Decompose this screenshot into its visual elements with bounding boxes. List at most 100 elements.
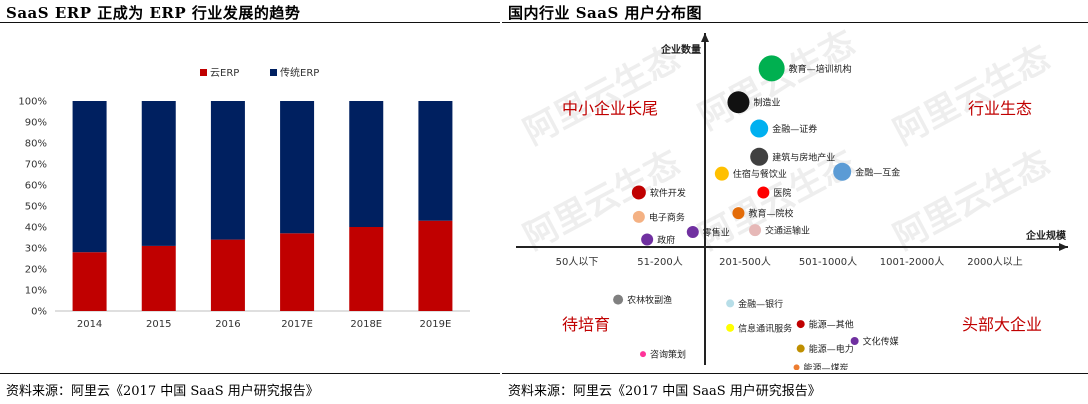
- data-point: [796, 344, 805, 353]
- stacked-bar-chart: 云ERP 传统ERP 0% 10% 20% 30% 40% 50% 60% 70% 80% 90% 10…: [18, 66, 470, 330]
- right-panel: 国内行业 SaaS 用户分布图 阿里云生态 阿里云生态 阿里云生态 阿里云生态 阿里云生…: [502, 0, 1088, 404]
- x-tick-label: 2018E: [350, 319, 382, 330]
- data-point: [631, 185, 646, 200]
- bar-cloud-2014: [72, 252, 107, 311]
- x-axis-title: 企业规模: [1025, 229, 1067, 242]
- point-label: 建筑与房地产业: [772, 151, 835, 163]
- quadrant-label: 中小企业长尾: [562, 99, 658, 118]
- y-tick-label: 20%: [25, 265, 47, 276]
- x-category-label: 2000人以上: [967, 256, 1022, 268]
- data-point: [758, 55, 785, 82]
- point-label: 能源—煤炭: [804, 362, 849, 370]
- x-axis-arrow: [1059, 243, 1068, 251]
- watermark-text: 阿里云生态: [887, 38, 1056, 153]
- bar-traditional-2019E: [418, 101, 453, 221]
- point-label: 金融—互金: [855, 166, 900, 178]
- point-label: 电子商务: [649, 211, 685, 223]
- data-point: [632, 210, 645, 223]
- data-point: [850, 337, 859, 345]
- data-point: [732, 207, 745, 220]
- y-tick-label: 10%: [25, 286, 47, 297]
- x-category-label: 201-500人: [719, 256, 771, 268]
- y-tick-label: 70%: [25, 160, 47, 171]
- point-label: 医院: [773, 187, 791, 199]
- point-label: 教育—院校: [748, 208, 793, 220]
- x-tick-label: 2014: [77, 319, 102, 330]
- y-tick-label: 60%: [25, 181, 47, 192]
- bar-cloud-2016: [210, 239, 245, 311]
- x-category-label: 501-1000人: [799, 256, 857, 268]
- point-label: 零售业: [703, 226, 730, 238]
- x-category-label: 1001-2000人: [880, 256, 945, 268]
- bar-traditional-2016: [210, 101, 245, 240]
- data-point: [750, 147, 769, 166]
- bar-traditional-2017E: [280, 101, 315, 234]
- data-point: [613, 294, 624, 305]
- point-label: 能源—其他: [809, 319, 854, 331]
- point-label: 金融—银行: [738, 298, 783, 310]
- bar-cloud-2019E: [418, 220, 453, 311]
- data-point: [796, 320, 805, 329]
- y-axis-title: 企业数量: [660, 43, 701, 56]
- point-label: 住宿与餐饮业: [733, 168, 787, 180]
- x-tick-label: 2017E: [281, 319, 313, 330]
- data-point: [640, 351, 646, 358]
- point-label: 信息通讯服务: [738, 322, 792, 334]
- point-label: 文化传媒: [863, 336, 899, 348]
- y-tick-label: 40%: [25, 223, 47, 234]
- watermark-text: 阿里云生态: [692, 25, 861, 138]
- y-tick-label: 0%: [31, 307, 47, 318]
- y-tick-label: 30%: [25, 244, 47, 255]
- data-point: [726, 299, 735, 308]
- right-source-rule: [502, 373, 1088, 374]
- bar-cloud-2015: [141, 245, 176, 311]
- bar-traditional-2014: [72, 101, 107, 253]
- x-tick-label: 2019E: [420, 319, 452, 330]
- y-axis-arrow: [701, 33, 709, 42]
- point-label: 交通运输业: [765, 225, 810, 237]
- right-title-rule: [502, 22, 1088, 23]
- legend-label-1: 传统ERP: [280, 66, 319, 79]
- bar-cloud-2017E: [280, 233, 315, 311]
- quadrant-label: 待培育: [562, 315, 610, 334]
- y-tick-label: 100%: [18, 97, 47, 108]
- point-label: 金融—证券: [772, 123, 817, 135]
- data-point: [793, 364, 800, 370]
- data-point: [714, 166, 729, 181]
- data-point: [727, 91, 750, 114]
- y-tick-label: 90%: [25, 118, 47, 129]
- bar-traditional-2018E: [349, 101, 384, 227]
- x-tick-label: 2016: [215, 319, 240, 330]
- data-point: [641, 233, 654, 246]
- point-label: 软件开发: [650, 187, 686, 199]
- y-tick-label: 80%: [25, 139, 47, 150]
- point-label: 农林牧副渔: [627, 294, 672, 306]
- legend-swatch-1: [270, 69, 277, 76]
- y-tick-label: 50%: [25, 202, 47, 213]
- data-point: [757, 186, 770, 199]
- data-point: [833, 162, 852, 181]
- left-panel: SaaS ERP 正成为 ERP 行业发展的趋势 云ERP 传统ERP 0% 10% 2…: [0, 0, 500, 404]
- left-chart-title: SaaS ERP 正成为 ERP 行业发展的趋势: [6, 4, 301, 22]
- point-label: 咨询策划: [650, 349, 686, 361]
- x-tick-label: 2015: [146, 319, 171, 330]
- bar-traditional-2015: [141, 101, 176, 246]
- distribution-chart: 阿里云生态阿里云生态阿里云生态阿里云生态阿里云生态阿里云生态企业数量企业规模50…: [516, 25, 1068, 370]
- left-source-note: 资料来源：阿里云《2017 中国 SaaS 用户研究报告》: [6, 384, 319, 399]
- point-label: 政府: [657, 234, 675, 246]
- data-point: [749, 224, 762, 237]
- quadrant-label: 行业生态: [968, 99, 1032, 118]
- quadrant-label: 头部大企业: [962, 315, 1042, 334]
- point-label: 制造业: [753, 97, 780, 109]
- point-label: 教育—培训机构: [789, 63, 852, 75]
- x-category-label: 51-200人: [637, 256, 682, 268]
- right-source-note: 资料来源：阿里云《2017 中国 SaaS 用户研究报告》: [508, 384, 821, 399]
- legend-label-0: 云ERP: [210, 68, 239, 79]
- left-source-rule: [0, 373, 500, 374]
- legend-swatch-0: [200, 69, 207, 76]
- left-title-rule: [0, 22, 500, 23]
- data-point: [726, 323, 735, 332]
- data-point: [686, 225, 699, 238]
- data-point: [750, 119, 769, 138]
- x-category-label: 50人以下: [556, 256, 599, 268]
